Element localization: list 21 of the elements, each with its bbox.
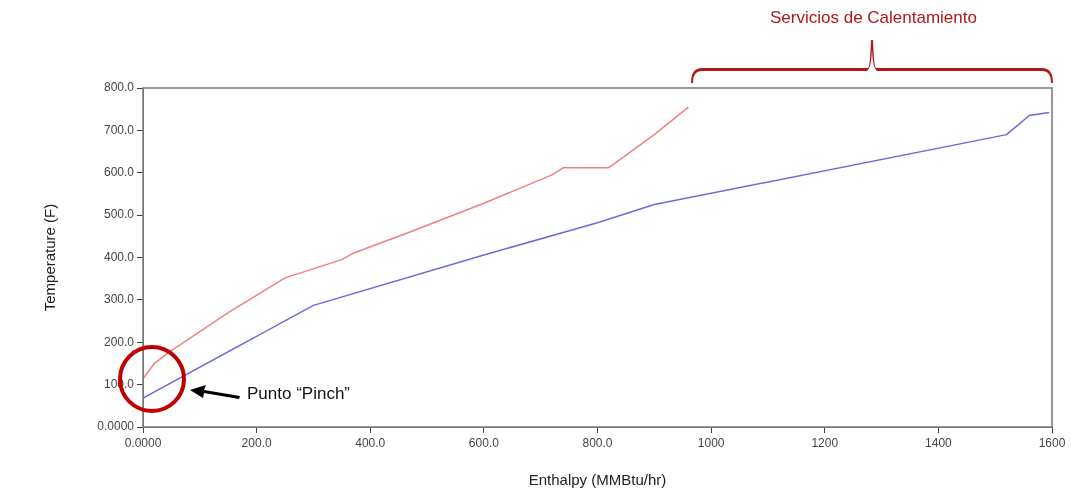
y-tick-label: 400.0 [103,249,135,264]
x-tick-label: 1600 [1038,435,1066,450]
x-tick-label: 800.0 [582,435,613,450]
y-tick-label: 0.0000 [97,419,135,434]
x-tick-label: 600.0 [468,435,500,450]
y-tick-label: 800.0 [103,80,135,95]
annotation: Punto “Pinch” [247,384,350,404]
y-axis-title: Temperature (F) [41,203,59,312]
x-tick-label: 200.0 [241,435,272,450]
y-tick-label: 700.0 [103,122,135,137]
y-tick-label: 200.0 [103,334,135,349]
x-axis-title: Enthalpy (MMBtu/hr) [528,471,667,489]
y-tick-label: 600.0 [103,165,135,180]
y-tick-label: 300.0 [103,292,135,307]
x-tick-label: 400.0 [355,435,386,450]
x-tick-label: 0.0000 [124,435,162,450]
x-tick-label: 1000 [697,435,725,450]
x-tick-label: 1400 [925,435,953,450]
x-tick-label: 1200 [811,435,839,450]
text: Servicios de Calentamiento [770,8,977,28]
y-tick-label: 500.0 [103,207,135,222]
